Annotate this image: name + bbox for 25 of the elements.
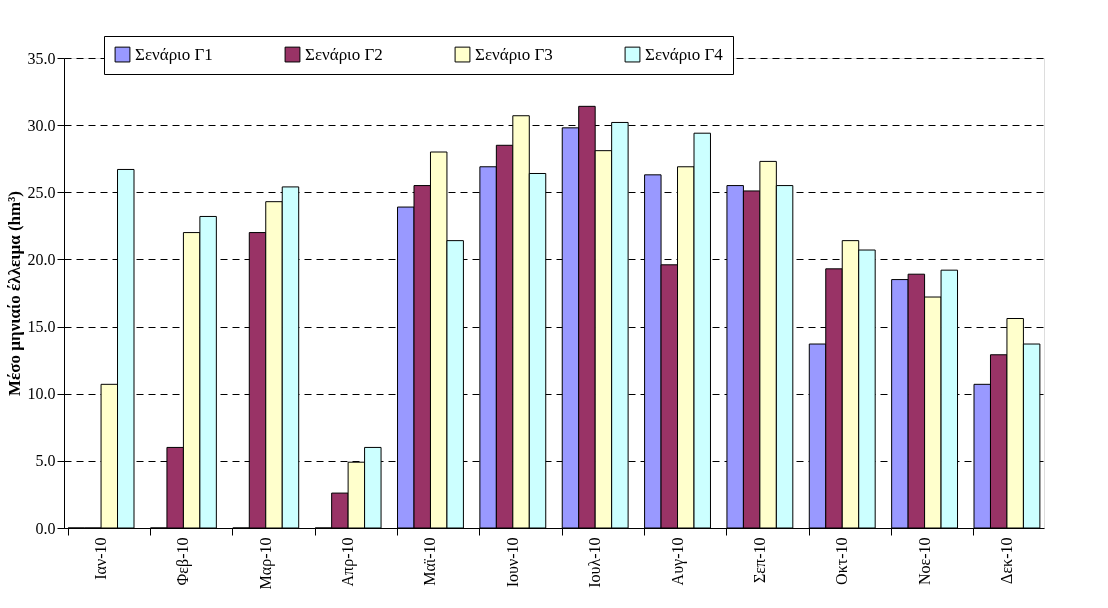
- y-tick-label: 35.0: [27, 49, 56, 67]
- x-tick-label: Φεβ-10: [174, 537, 193, 586]
- x-tick-label: Μαϊ-10: [421, 537, 439, 586]
- legend-label: Σενάριο Γ3: [475, 44, 553, 64]
- y-tick-label: 20.0: [27, 250, 56, 268]
- x-tick-label: Αυγ-10: [668, 537, 687, 586]
- y-tick-label: 15.0: [27, 318, 56, 336]
- legend-label: Σενάριο Γ1: [135, 44, 213, 64]
- y-tick-label: 30.0: [27, 116, 56, 134]
- y-tick-label: 5.0: [35, 452, 56, 470]
- x-tick-label: Ιουλ-10: [586, 537, 604, 588]
- x-tick-label: Μαρ-10: [256, 537, 275, 590]
- x-tick-label: Σεπ-10: [750, 537, 768, 583]
- y-tick-label: 0.0: [35, 519, 56, 537]
- x-tick-label: Απρ-10: [339, 537, 358, 587]
- legend-label: Σενάριο Γ2: [305, 44, 383, 64]
- x-tick-label: Ιουν-10: [503, 537, 521, 588]
- y-tick-label: 10.0: [27, 385, 56, 403]
- x-tick-label: Νοε-10: [915, 537, 933, 586]
- x-tick-label: Ιαν-10: [92, 537, 110, 580]
- y-tick-label: 25.0: [27, 183, 56, 201]
- x-tick-label: Δεκ-10: [997, 537, 1015, 584]
- x-tick-label: Οκτ-10: [833, 537, 851, 585]
- legend-label: Σενάριο Γ4: [645, 44, 724, 64]
- y-axis-title: Μέσο μηνιαίο έλλειμα (hm³): [4, 191, 24, 396]
